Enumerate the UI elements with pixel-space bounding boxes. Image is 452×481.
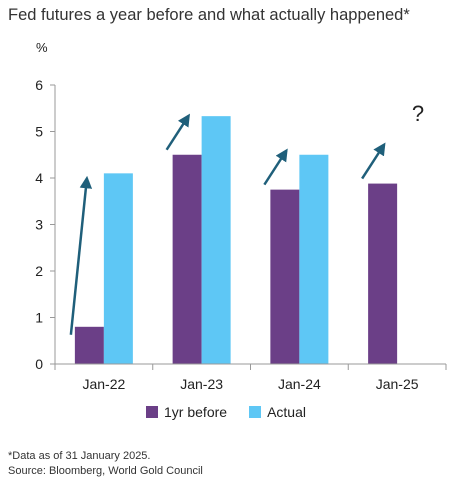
trend-arrow xyxy=(69,175,93,335)
legend-item-actual: Actual xyxy=(249,404,306,420)
bar-1yr-before xyxy=(172,154,202,364)
source-note: Source: Bloomberg, World Gold Council xyxy=(8,465,203,477)
bar-chart: 0 1 2 3 4 5 6 Jan-22 Jan-23 Jan-24 Jan-25 ? xyxy=(35,77,447,392)
legend-label-1yr-before: 1yr before xyxy=(164,404,228,420)
footnote: *Data as of 31 January 2025. xyxy=(8,450,151,462)
y-tick-label: 5 xyxy=(35,124,43,140)
bar-1yr-before xyxy=(270,189,300,364)
bar-1yr-before xyxy=(368,183,398,364)
y-tick-label: 0 xyxy=(35,356,43,372)
bar-actual xyxy=(299,154,329,364)
y-tick-label: 6 xyxy=(35,77,43,93)
x-tick-label: Jan-25 xyxy=(376,376,419,392)
trend-arrow xyxy=(165,113,190,151)
bar-actual xyxy=(103,173,133,364)
trend-arrow xyxy=(361,142,386,180)
x-tick-label: Jan-22 xyxy=(82,376,125,392)
bar-1yr-before xyxy=(74,326,104,364)
y-tick-label: 2 xyxy=(35,263,43,279)
bar-actual xyxy=(201,116,231,364)
x-tick-label: Jan-24 xyxy=(278,376,321,392)
legend-item-1yr-before: 1yr before xyxy=(146,404,227,420)
legend-swatch-actual xyxy=(249,406,262,418)
chart-legend: 1yr before Actual xyxy=(0,404,452,420)
y-axis-unit-label: % xyxy=(36,40,48,55)
question-mark-annotation: ? xyxy=(412,101,424,126)
chart-title: Fed futures a year before and what actua… xyxy=(8,6,410,24)
legend-swatch-1yr-before xyxy=(146,406,159,418)
legend-label-actual: Actual xyxy=(267,404,306,420)
y-tick-label: 3 xyxy=(35,217,43,233)
y-tick-label: 1 xyxy=(35,310,43,326)
y-tick-label: 4 xyxy=(35,170,43,186)
trend-arrow xyxy=(263,148,288,186)
x-tick-label: Jan-23 xyxy=(180,376,223,392)
